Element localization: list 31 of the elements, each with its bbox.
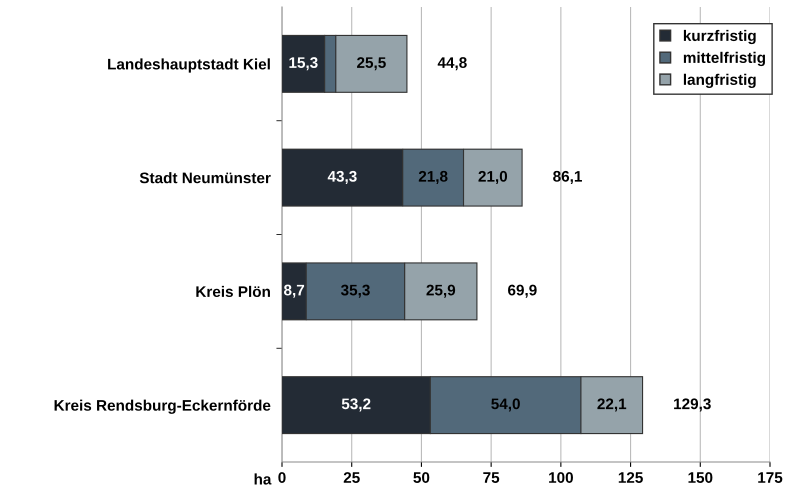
data-label: 25,5 (357, 57, 386, 70)
data-label: 15,3 (289, 57, 318, 70)
data-label: 25,9 (426, 284, 456, 298)
legend-label: mittelfristig (684, 52, 765, 66)
data-label: 21,0 (478, 170, 508, 184)
y-tick-label: Kreis Rendsburg-Eckernförde (54, 400, 270, 414)
data-label: 35,3 (340, 284, 370, 298)
y-tick-label: Stadt Neumünster (140, 172, 271, 184)
total-label: 129,3 (674, 398, 711, 412)
x-tick-label: 75 (483, 472, 500, 483)
x-axis-title: ha (254, 473, 272, 485)
x-tick-label: 25 (344, 472, 360, 483)
data-label: 54,0 (491, 398, 520, 412)
y-tick-label: Landeshauptstadt Kiel (108, 58, 270, 73)
x-tick-label: 150 (688, 472, 712, 483)
data-label: 8,7 (284, 284, 304, 298)
data-label: 43,3 (328, 170, 357, 184)
x-tick-label: 0 (278, 472, 286, 483)
x-tick-label: 100 (549, 472, 573, 483)
data-label: 22,1 (597, 398, 626, 412)
data-label: 21,8 (418, 170, 448, 184)
legend-label: kurzfristig (684, 30, 756, 44)
data-label: 53,2 (342, 398, 370, 412)
legend-label: langfristig (684, 74, 756, 88)
x-tick-label: 50 (413, 472, 430, 483)
total-label: 44,8 (438, 57, 467, 70)
y-tick-label: Kreis Plön (196, 286, 270, 298)
x-tick-label: 125 (618, 472, 643, 483)
total-label: 69,9 (508, 284, 537, 298)
total-label: 86,1 (553, 170, 582, 184)
x-tick-label: 175 (758, 472, 782, 483)
